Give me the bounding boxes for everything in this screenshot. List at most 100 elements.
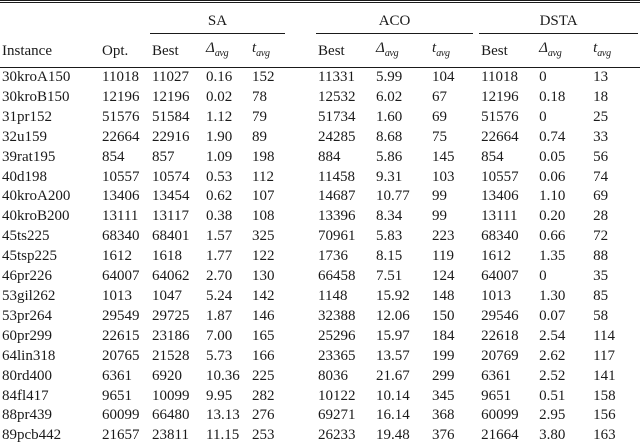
cell-dsta-t-avg: 56 [593,148,609,165]
cell-opt: 6361 [102,367,132,384]
cell-dsta-best: 20769 [481,347,519,364]
cell-sa-delta-avg: 2.70 [206,268,233,285]
table-row: 45tsp225 1612 1618 1.77 122 1736 8.15 119 1612 1.… [0,247,640,267]
table-row: 53pr264 29549 29725 1.87 146 32388 12.06 150 295… [0,307,640,327]
cell-dsta-delta-avg: 0.74 [539,128,566,145]
cell-dsta-delta-avg: 1.35 [539,248,566,265]
cell-aco-best: 25296 [318,327,356,344]
avg-subscript: avg [256,48,270,59]
cell-instance: 45tsp225 [2,248,58,265]
cell-opt: 60099 [102,407,140,424]
cell-aco-t-avg: 119 [432,248,454,265]
cell-sa-t-avg: 142 [252,287,275,304]
cell-instance: 32u159 [2,128,47,145]
col-header-aco-delta-avg: Δavg [374,34,431,68]
table-body: 30kroA150 11018 11027 0.16 152 11331 5.99 104 11… [0,68,640,444]
cell-instance: 40kroB200 [2,208,70,225]
table-row: 60pr299 22615 23186 7.00 165 25296 15.97 184 226… [0,327,640,347]
cell-aco-delta-avg: 15.97 [376,327,410,344]
cell-sa-delta-avg: 5.73 [206,347,233,364]
table-row: 30kroA150 11018 11027 0.16 152 11331 5.99 104 11… [0,68,640,88]
cell-instance: 40d198 [2,168,47,185]
cell-dsta-best: 13111 [481,208,518,225]
cell-sa-delta-avg: 7.00 [206,327,233,344]
cell-aco-delta-avg: 8.34 [376,208,403,225]
table-row: 88pr439 60099 66480 13.13 276 69271 16.14 368 60… [0,406,640,426]
cell-sa-delta-avg: 1.57 [206,228,233,245]
cell-sa-best: 66480 [152,407,190,424]
cell-instance: 39rat195 [2,148,56,165]
cell-aco-t-avg: 124 [432,268,455,285]
cell-opt: 13111 [102,208,139,225]
cell-aco-delta-avg: 9.31 [376,168,403,185]
group-label-aco: ACO [316,13,474,34]
cell-opt: 12196 [102,88,140,105]
cell-aco-delta-avg: 19.48 [376,427,410,444]
cell-dsta-t-avg: 25 [593,108,609,125]
cell-instance: 88pr439 [2,407,52,424]
cell-sa-t-avg: 225 [252,367,275,384]
cell-sa-t-avg: 282 [252,387,275,404]
cell-aco-best: 12532 [318,88,356,105]
cell-aco-best: 23365 [318,347,356,364]
avg-subscript: avg [547,48,562,59]
cell-instance: 53gil262 [2,287,56,304]
cell-dsta-delta-avg: 2.95 [539,407,566,424]
table-row: 30kroB150 12196 12196 0.02 78 12532 6.02 67 1219… [0,88,640,108]
cell-opt: 1013 [102,287,132,304]
group-header-sa: SA [150,2,316,34]
cell-dsta-t-avg: 58 [593,307,609,324]
table-row: 89pcb442 21657 23811 11.15 253 26233 19.48 376 2… [0,426,640,444]
cell-aco-delta-avg: 15.92 [376,287,410,304]
cell-aco-best: 1736 [318,248,349,265]
avg-subscript: avg [384,48,399,59]
cell-sa-t-avg: 79 [252,108,267,125]
cell-sa-t-avg: 146 [252,307,275,324]
t-symbol: t [432,40,437,56]
cell-sa-delta-avg: 1.77 [206,248,233,265]
cell-dsta-t-avg: 33 [593,128,609,145]
cell-dsta-t-avg: 69 [593,188,609,205]
cell-dsta-best: 64007 [481,268,519,285]
col-header-instance: Instance [0,34,100,68]
cell-dsta-delta-avg: 0 [539,108,547,125]
cell-sa-t-avg: 276 [252,407,275,424]
table-row: 39rat195 854 857 1.09 198 884 5.86 145 854 0.05 56 [0,148,640,168]
col-header-dsta-delta-avg: Δavg [537,34,592,68]
cell-aco-delta-avg: 5.83 [376,228,403,245]
cell-opt: 10557 [102,168,140,185]
cell-sa-best: 23811 [152,427,189,444]
cell-dsta-best: 6361 [481,367,512,384]
col-header-dsta-best: Best [479,34,538,68]
col-header-dsta-t-avg: tavg [591,34,640,68]
table-row: 31pr152 51576 51584 1.12 79 51734 1.60 69 51576 0… [0,108,640,128]
cell-aco-delta-avg: 12.06 [376,307,410,324]
cell-sa-t-avg: 165 [252,327,275,344]
cell-aco-t-avg: 376 [432,427,455,444]
col-header-sa-delta-avg: Δavg [204,34,250,68]
cell-opt: 854 [102,148,125,165]
cell-dsta-delta-avg: 0.05 [539,148,566,165]
col-header-aco-t-avg: tavg [430,34,480,68]
cell-aco-best: 8036 [318,367,349,384]
cell-sa-delta-avg: 0.02 [206,88,233,105]
cell-sa-best: 1618 [152,248,182,265]
cell-aco-best: 13396 [318,208,356,225]
cell-dsta-t-avg: 72 [593,228,609,245]
table-row: 40d198 10557 10574 0.53 112 11458 9.31 103 10557… [0,168,640,188]
cell-sa-best: 12196 [152,88,190,105]
cell-dsta-t-avg: 28 [593,208,609,225]
cell-sa-best: 21528 [152,347,190,364]
cell-aco-t-avg: 103 [432,168,455,185]
cell-aco-t-avg: 150 [432,307,455,324]
cell-dsta-best: 10557 [481,168,519,185]
cell-sa-delta-avg: 10.36 [206,367,240,384]
cell-dsta-t-avg: 35 [593,268,609,285]
cell-aco-best: 10122 [318,387,356,404]
cell-opt: 22615 [102,327,140,344]
cell-dsta-delta-avg: 0.51 [539,387,566,404]
cell-aco-best: 32388 [318,307,356,324]
cell-sa-t-avg: 122 [252,248,275,265]
cell-opt: 21657 [102,427,140,444]
